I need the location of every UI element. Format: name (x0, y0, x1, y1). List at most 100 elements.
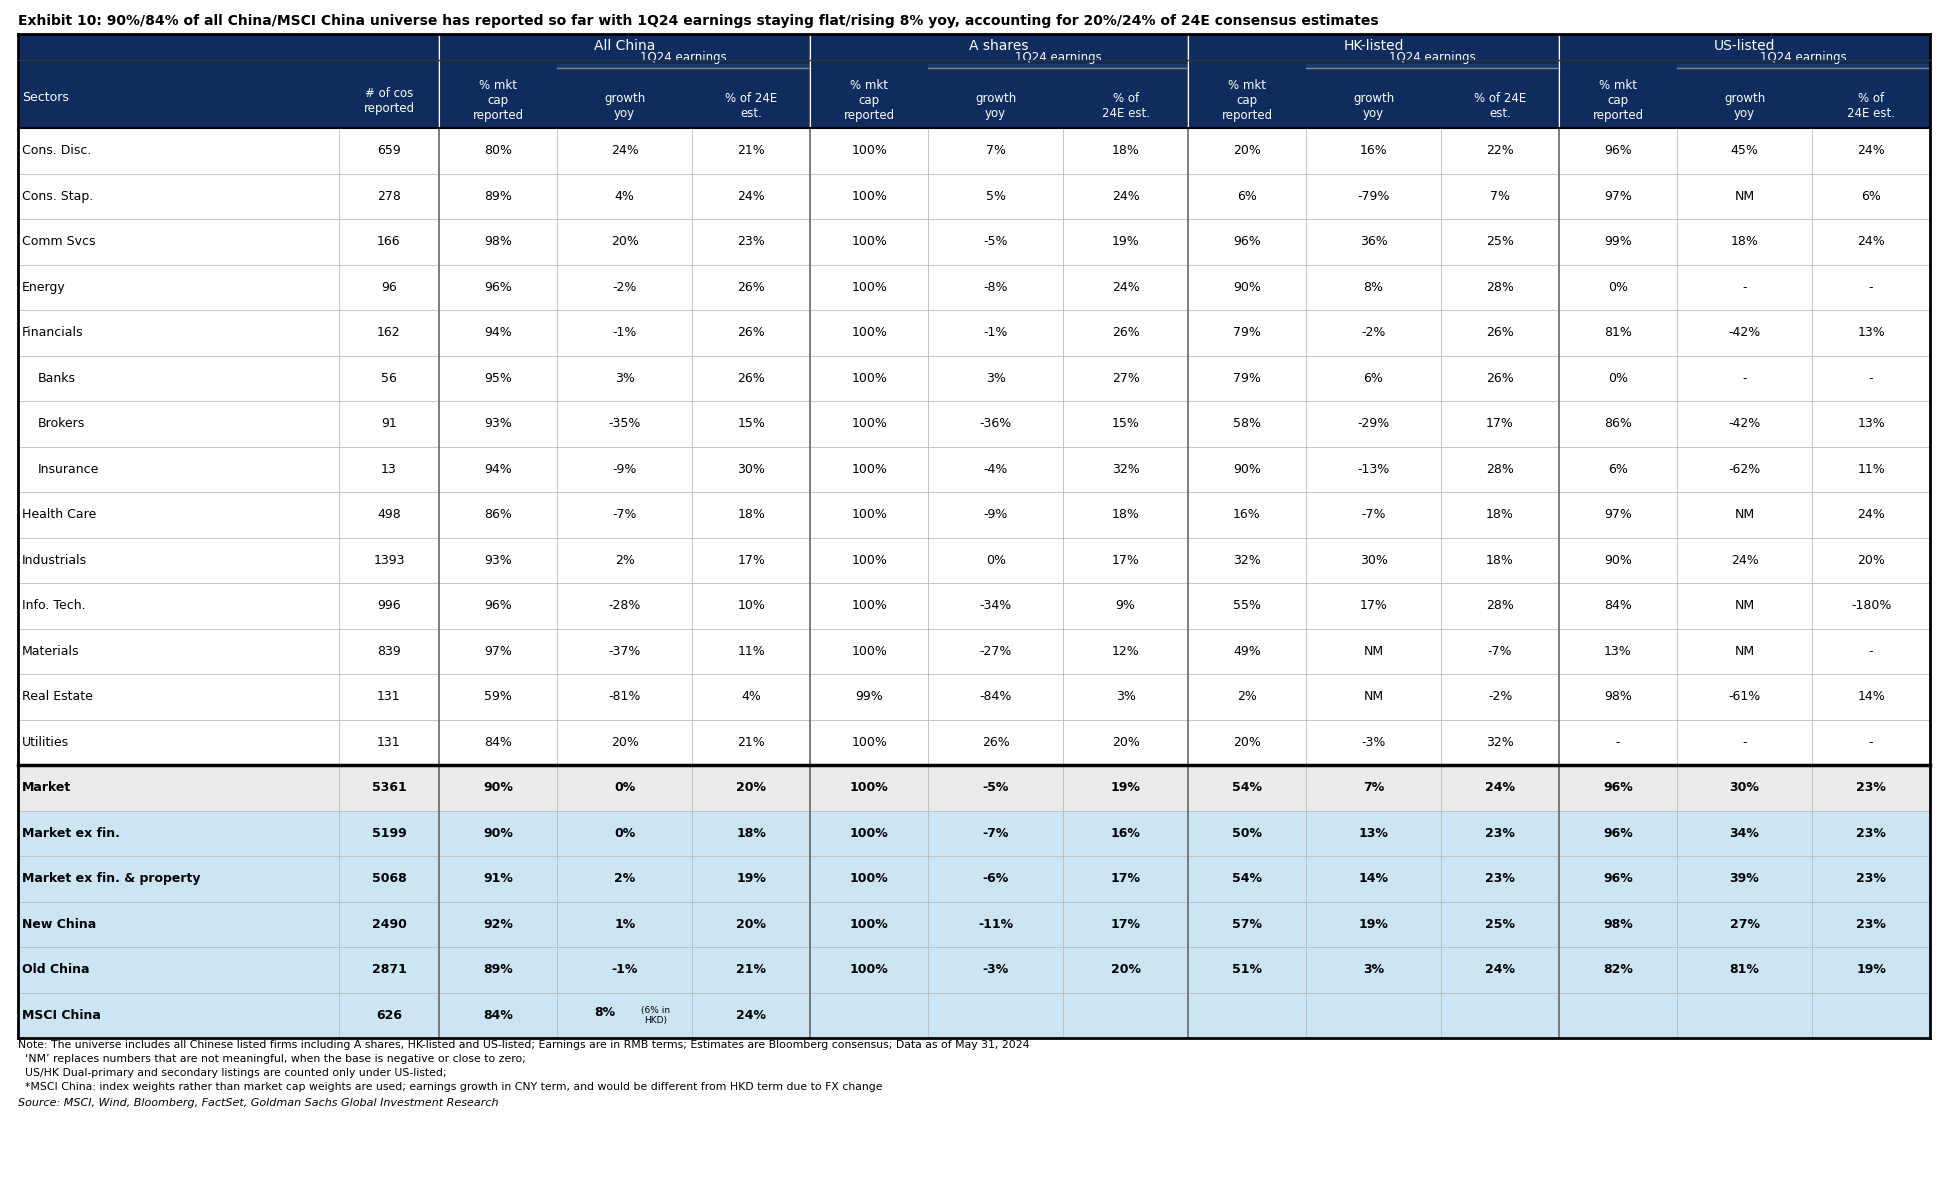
Text: 10%: 10% (737, 599, 766, 612)
Text: 3%: 3% (1116, 690, 1135, 703)
Text: -3%: -3% (1361, 735, 1386, 748)
Text: -6%: -6% (982, 872, 1009, 885)
Text: 84%: 84% (1604, 599, 1631, 612)
Bar (17, 446, 1930, 492)
Text: -: - (1868, 281, 1874, 294)
Text: # of cos
reported: # of cos reported (364, 87, 414, 115)
Text: 1Q24 earnings: 1Q24 earnings (1015, 51, 1102, 64)
Text: 6%: 6% (1236, 190, 1258, 203)
Text: -42%: -42% (1728, 417, 1761, 431)
Text: Banks: Banks (39, 371, 76, 384)
Text: 96%: 96% (484, 281, 511, 294)
Text: 98%: 98% (1604, 918, 1633, 931)
Text: % mkt
cap
reported: % mkt cap reported (1592, 79, 1643, 122)
Text: Info. Tech.: Info. Tech. (21, 599, 86, 612)
Text: 14%: 14% (1359, 872, 1388, 885)
Text: 25%: 25% (1485, 918, 1514, 931)
Text: -9%: -9% (612, 463, 638, 476)
Text: 8%: 8% (593, 1006, 614, 1019)
Text: Cons. Stap.: Cons. Stap. (21, 190, 93, 203)
Text: 6%: 6% (1860, 190, 1882, 203)
Text: 9%: 9% (1116, 599, 1135, 612)
Text: 96%: 96% (484, 599, 511, 612)
Text: 80%: 80% (484, 145, 511, 158)
Text: 6%: 6% (1363, 371, 1384, 384)
Text: % of 24E
est.: % of 24E est. (1474, 93, 1526, 120)
Text: 18%: 18% (1112, 509, 1139, 522)
Text: 81%: 81% (1604, 326, 1631, 339)
Text: 5068: 5068 (371, 872, 406, 885)
Text: -: - (1868, 735, 1874, 748)
Bar (1678, 64, 1930, 68)
Text: 90%: 90% (484, 827, 513, 840)
Text: % of
24E est.: % of 24E est. (1102, 93, 1149, 120)
Text: 20%: 20% (737, 918, 766, 931)
Text: -62%: -62% (1728, 463, 1761, 476)
Text: 19%: 19% (1112, 235, 1139, 248)
Text: 23%: 23% (1857, 782, 1886, 795)
Text: 24%: 24% (1857, 509, 1886, 522)
Text: 84%: 84% (484, 1009, 513, 1022)
Bar (558, 64, 811, 68)
Text: 91%: 91% (484, 872, 513, 885)
Text: -42%: -42% (1728, 326, 1761, 339)
Text: growth
yoy: growth yoy (1353, 93, 1394, 120)
Text: 20%: 20% (610, 735, 640, 748)
Text: 1%: 1% (614, 918, 636, 931)
Text: 16%: 16% (1110, 827, 1141, 840)
Text: -: - (1742, 371, 1748, 384)
Text: 2%: 2% (1236, 690, 1258, 703)
Text: 5361: 5361 (371, 782, 406, 795)
Bar (17, 856, 1930, 901)
Text: Financials: Financials (21, 326, 84, 339)
Text: -1%: -1% (984, 326, 1007, 339)
Text: 19%: 19% (1359, 918, 1388, 931)
Text: 996: 996 (377, 599, 400, 612)
Text: 22%: 22% (1487, 145, 1514, 158)
Bar (17, 128, 1930, 173)
Text: -9%: -9% (984, 509, 1007, 522)
Text: 19%: 19% (1857, 963, 1886, 976)
Text: % mkt
cap
reported: % mkt cap reported (844, 79, 894, 122)
Text: 32%: 32% (1487, 735, 1514, 748)
Text: 97%: 97% (484, 645, 511, 658)
Text: 26%: 26% (1487, 371, 1514, 384)
Text: A shares: A shares (970, 39, 1028, 52)
Text: 86%: 86% (484, 509, 511, 522)
Text: -2%: -2% (612, 281, 638, 294)
Text: Cons. Disc.: Cons. Disc. (21, 145, 91, 158)
Text: 90%: 90% (1232, 281, 1262, 294)
Text: 100%: 100% (850, 963, 888, 976)
Text: -: - (1742, 281, 1748, 294)
Text: Market ex fin. & property: Market ex fin. & property (21, 872, 200, 885)
Text: Sectors: Sectors (21, 91, 68, 104)
Text: 98%: 98% (484, 235, 511, 248)
Text: 16%: 16% (1359, 145, 1388, 158)
Text: 34%: 34% (1730, 827, 1759, 840)
Text: 92%: 92% (484, 918, 513, 931)
Text: 26%: 26% (1487, 326, 1514, 339)
Text: NM: NM (1734, 190, 1755, 203)
Text: growth
yoy: growth yoy (976, 93, 1017, 120)
Text: 5%: 5% (986, 190, 1005, 203)
Text: 54%: 54% (1232, 782, 1262, 795)
Text: 20%: 20% (1112, 735, 1139, 748)
Bar (17, 60, 1930, 128)
Text: 17%: 17% (1110, 918, 1141, 931)
Text: 27%: 27% (1112, 371, 1139, 384)
Text: 100%: 100% (851, 417, 886, 431)
Text: Note: The universe includes all Chinese listed firms including A shares, HK-list: Note: The universe includes all Chinese … (17, 1040, 1030, 1050)
Text: 2%: 2% (614, 554, 634, 567)
Text: 59%: 59% (484, 690, 511, 703)
Text: -: - (1868, 645, 1874, 658)
Text: 15%: 15% (1112, 417, 1139, 431)
Text: Real Estate: Real Estate (21, 690, 93, 703)
Text: 32%: 32% (1232, 554, 1262, 567)
Text: % mkt
cap
reported: % mkt cap reported (472, 79, 523, 122)
Text: 100%: 100% (851, 235, 886, 248)
Text: -5%: -5% (984, 235, 1007, 248)
Text: 100%: 100% (851, 326, 886, 339)
Text: 26%: 26% (737, 371, 766, 384)
Text: growth
yoy: growth yoy (1724, 93, 1765, 120)
Text: -36%: -36% (980, 417, 1011, 431)
